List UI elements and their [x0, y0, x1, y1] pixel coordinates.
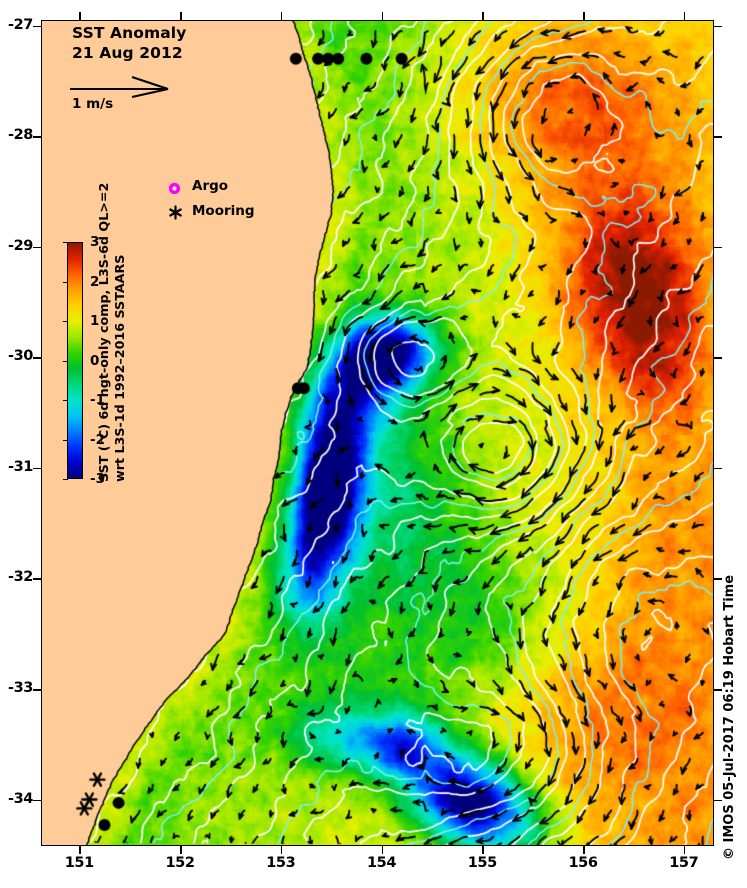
colorbar-gradient	[67, 242, 83, 479]
y-axis-tick-label: -33	[8, 679, 33, 696]
y-axis-tick-label: -34	[8, 790, 33, 807]
y-axis-tick-label: -32	[8, 569, 33, 586]
y-axis-tick	[33, 136, 41, 138]
colorbar-tick	[63, 360, 68, 362]
colorbar-tick	[63, 321, 68, 323]
colorbar-border	[67, 242, 83, 479]
y-axis-tick	[33, 246, 41, 249]
x-axis-tick-top	[79, 12, 81, 20]
y-axis-tick-right	[714, 136, 722, 138]
colorbar-tick	[63, 400, 68, 402]
x-axis-tick	[683, 846, 686, 854]
y-axis-tick	[33, 357, 41, 359]
x-axis-tick-top	[381, 12, 384, 20]
map-plot-area[interactable]	[41, 20, 714, 846]
colorbar-tick-label: 1	[90, 313, 100, 329]
title-line-2: 21 Aug 2012	[72, 43, 183, 62]
y-axis-tick-right	[714, 357, 722, 359]
y-axis-tick-label: -30	[8, 348, 33, 365]
y-axis-tick-right	[714, 578, 722, 580]
x-axis-tick-top	[482, 12, 484, 20]
figure-title: SST Anomaly 21 Aug 2012	[72, 24, 186, 64]
legend-label-mooring: Mooring	[192, 203, 255, 219]
y-axis-tick-label: -28	[8, 127, 33, 144]
colorbar-title-line-1: SST (°C) 6d ngt-only comp, L3S-6d QL>=2	[96, 182, 111, 482]
x-axis-tick	[79, 846, 81, 854]
velocity-arrow-icon	[70, 76, 169, 98]
x-axis-tick-label: 156	[568, 855, 598, 871]
x-axis-tick-top	[280, 12, 283, 20]
y-axis-tick-label: -27	[8, 16, 33, 33]
x-axis-tick	[482, 846, 484, 854]
x-axis-tick	[381, 846, 384, 854]
title-line-1: SST Anomaly	[72, 24, 187, 42]
x-axis-tick-label: 151	[64, 855, 94, 871]
y-axis-tick-right	[714, 688, 722, 691]
x-axis-tick	[583, 846, 585, 854]
y-axis-tick-label: -29	[8, 237, 33, 254]
x-axis-tick	[180, 846, 182, 854]
y-axis-tick-right	[714, 246, 722, 249]
credit-text: © IMOS 05-Jul-2017 06:19 Hobart Time	[722, 574, 737, 860]
velocity-scale-label: 1 m/s	[72, 96, 114, 112]
y-axis-tick	[33, 578, 41, 580]
colorbar-tick-label: 2	[90, 273, 100, 290]
y-axis-tick	[33, 25, 41, 28]
y-axis-tick-right	[714, 467, 722, 470]
x-axis-tick	[280, 846, 283, 854]
colorbar-tick-label: -1	[90, 392, 105, 408]
x-axis-tick-top	[583, 12, 585, 20]
colorbar-title: SST (°C) 6d ngt-only comp, L3S-6d QL>=2 …	[96, 182, 129, 482]
colorbar-tick-label: -2	[90, 431, 105, 448]
mooring-marker-icon	[169, 205, 182, 220]
colorbar-tick-label: 3	[90, 234, 100, 250]
y-axis-tick	[33, 688, 41, 691]
argo-marker-icon	[168, 182, 181, 195]
x-axis-tick-label: 153	[266, 855, 296, 871]
y-axis-tick-right	[714, 799, 722, 802]
x-axis-tick-top	[180, 12, 182, 20]
colorbar-tick-label: -3	[90, 471, 105, 487]
legend-label-argo: Argo	[192, 178, 229, 194]
y-axis-tick	[33, 799, 41, 802]
y-axis-tick-label: -31	[8, 458, 33, 475]
x-axis-tick-top	[683, 12, 686, 20]
sst-anomaly-raster	[41, 20, 714, 846]
x-axis-tick-label: 155	[467, 855, 497, 871]
colorbar-tick	[63, 479, 68, 481]
colorbar-tick	[63, 281, 68, 283]
x-axis-tick-label: 152	[165, 855, 195, 871]
y-axis-tick-right	[714, 25, 722, 28]
x-axis-tick-label: 154	[366, 855, 397, 871]
colorbar-tick	[63, 242, 68, 244]
colorbar-title-line-2: wrt L3S-1d 1992–2016 SSTAARS	[112, 254, 128, 482]
colorbar-tick	[63, 439, 68, 441]
x-axis-tick-label: 157	[669, 855, 699, 871]
colorbar-tick-label: 0	[90, 352, 100, 369]
y-axis-tick	[33, 467, 41, 470]
